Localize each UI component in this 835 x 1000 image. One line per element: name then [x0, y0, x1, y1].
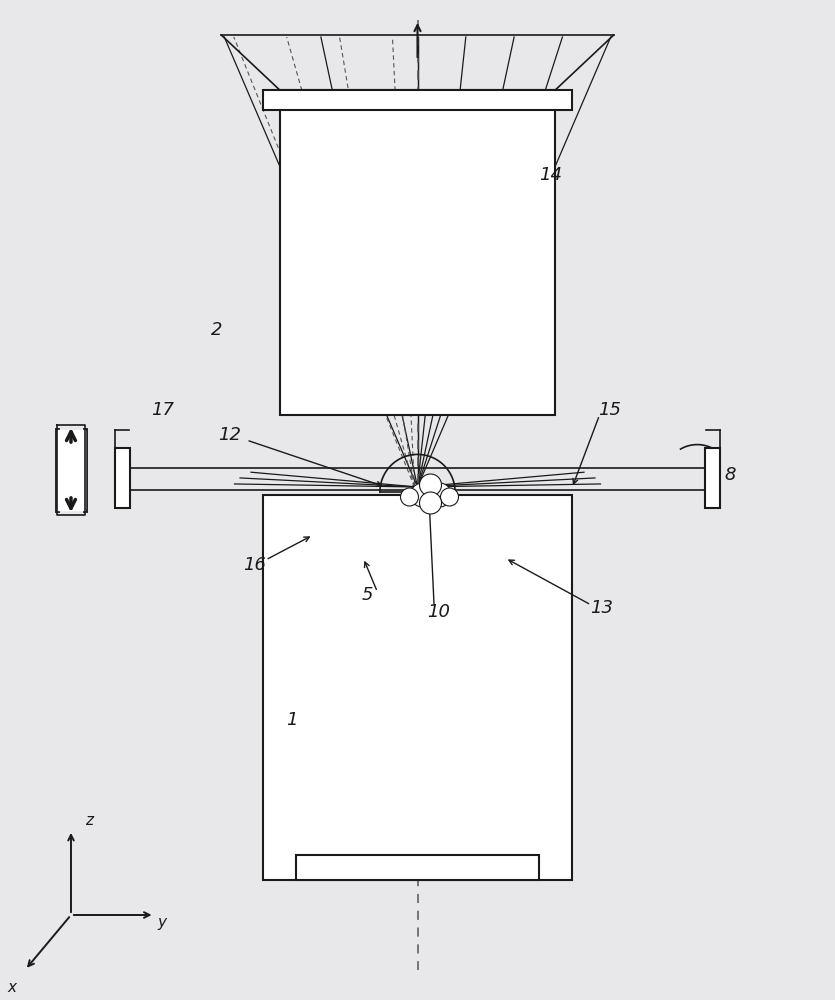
- Text: 8: 8: [725, 466, 736, 484]
- Text: z: z: [85, 813, 93, 828]
- Polygon shape: [57, 430, 85, 510]
- Text: x: x: [8, 980, 17, 995]
- Text: 12: 12: [218, 426, 241, 444]
- FancyBboxPatch shape: [263, 90, 572, 110]
- FancyBboxPatch shape: [115, 448, 130, 508]
- Circle shape: [419, 492, 442, 514]
- FancyBboxPatch shape: [280, 90, 555, 415]
- Text: 16: 16: [243, 556, 266, 574]
- Circle shape: [428, 483, 452, 507]
- Text: 2: 2: [211, 321, 223, 339]
- Text: 1: 1: [286, 711, 298, 729]
- FancyBboxPatch shape: [705, 448, 720, 508]
- Circle shape: [401, 488, 418, 506]
- Text: 5: 5: [362, 586, 373, 604]
- FancyBboxPatch shape: [263, 495, 572, 880]
- FancyBboxPatch shape: [296, 855, 539, 880]
- Circle shape: [441, 488, 458, 506]
- Text: 14: 14: [539, 166, 563, 184]
- Text: 13: 13: [590, 599, 613, 617]
- Text: y: y: [157, 915, 166, 930]
- Text: 17: 17: [151, 401, 175, 419]
- Text: 15: 15: [598, 401, 621, 419]
- Text: 10: 10: [427, 603, 450, 621]
- Circle shape: [411, 483, 434, 507]
- Circle shape: [419, 474, 442, 496]
